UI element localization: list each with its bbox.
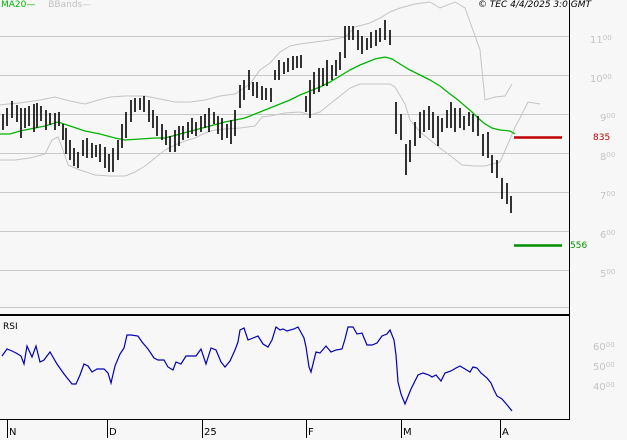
x-axis-label: N xyxy=(9,427,17,438)
x-axis-label: 25 xyxy=(204,427,217,438)
copyright-timestamp: © TEC 4/4/2025 3:0 GMT xyxy=(477,0,591,10)
bband-upper-line xyxy=(0,1,513,106)
x-axis-label: M xyxy=(403,427,412,438)
price-axis-label: 500 xyxy=(600,268,616,280)
price-axis-label: 700 xyxy=(600,190,616,202)
legend-bbands: BBands— xyxy=(48,0,92,10)
ma20-line xyxy=(0,56,516,141)
rsi-axis-label: 6000 xyxy=(593,341,615,353)
chart-legend: MA20— BBands— xyxy=(1,0,91,11)
x-axis-label: A xyxy=(502,427,509,438)
rsi-axis-label: 4000 xyxy=(593,381,615,393)
support-label: 556 xyxy=(570,241,588,251)
price-bars xyxy=(2,20,512,213)
price-axis-label: 600 xyxy=(600,229,616,241)
price-axis-label: 1000 xyxy=(590,73,612,85)
x-axis-label: D xyxy=(109,427,117,438)
x-axis-label: F xyxy=(308,427,314,438)
bband-lower-line xyxy=(0,83,541,177)
price-axis-label: 800 xyxy=(600,151,616,163)
legend-ma20: MA20— xyxy=(1,0,36,10)
rsi-axis-label: 5000 xyxy=(593,361,615,373)
rsi-line xyxy=(1,326,513,412)
resistance-label: 835 xyxy=(593,133,611,143)
price-axis-label: 1100 xyxy=(590,34,612,46)
price-axis-label: 900 xyxy=(600,112,616,124)
rsi-title: RSI xyxy=(3,322,18,332)
